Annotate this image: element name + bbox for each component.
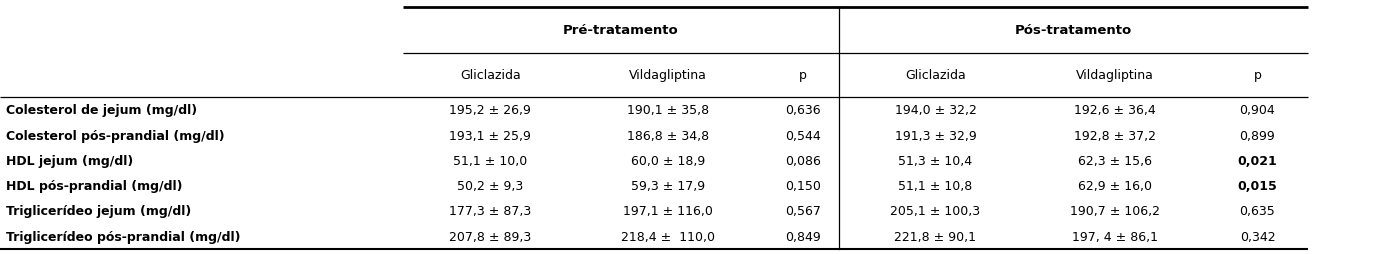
Text: 0,086: 0,086 <box>786 154 821 167</box>
Text: 0,567: 0,567 <box>786 205 821 218</box>
Text: 197,1 ± 116,0: 197,1 ± 116,0 <box>623 205 712 218</box>
Text: 192,8 ± 37,2: 192,8 ± 37,2 <box>1074 129 1156 142</box>
Text: Pré-tratamento: Pré-tratamento <box>563 24 679 37</box>
Text: 51,1 ± 10,0: 51,1 ± 10,0 <box>453 154 527 167</box>
Text: 0,904: 0,904 <box>1239 104 1276 117</box>
Text: Pós-tratamento: Pós-tratamento <box>1014 24 1132 37</box>
Text: Triglicerídeo pós-prandial (mg/dl): Triglicerídeo pós-prandial (mg/dl) <box>6 230 241 243</box>
Text: 177,3 ± 87,3: 177,3 ± 87,3 <box>449 205 531 218</box>
Text: 62,3 ± 15,6: 62,3 ± 15,6 <box>1078 154 1152 167</box>
Text: Vildagliptina: Vildagliptina <box>629 69 707 82</box>
Text: 0,899: 0,899 <box>1239 129 1276 142</box>
Text: 59,3 ± 17,9: 59,3 ± 17,9 <box>630 180 705 193</box>
Text: p: p <box>800 69 807 82</box>
Text: Gliclazida: Gliclazida <box>460 69 520 82</box>
Text: 0,021: 0,021 <box>1238 154 1277 167</box>
Text: 218,4 ±  110,0: 218,4 ± 110,0 <box>620 230 715 243</box>
Text: 207,8 ± 89,3: 207,8 ± 89,3 <box>449 230 531 243</box>
Text: HDL jejum (mg/dl): HDL jejum (mg/dl) <box>6 154 132 167</box>
Text: Colesterol pós-prandial (mg/dl): Colesterol pós-prandial (mg/dl) <box>6 129 224 142</box>
Text: Vildagliptina: Vildagliptina <box>1077 69 1153 82</box>
Text: HDL pós-prandial (mg/dl): HDL pós-prandial (mg/dl) <box>6 180 182 193</box>
Text: Colesterol de jejum (mg/dl): Colesterol de jejum (mg/dl) <box>6 104 196 117</box>
Text: 197, 4 ± 86,1: 197, 4 ± 86,1 <box>1072 230 1157 243</box>
Text: 0,150: 0,150 <box>786 180 821 193</box>
Text: 60,0 ± 18,9: 60,0 ± 18,9 <box>630 154 705 167</box>
Text: 0,849: 0,849 <box>786 230 821 243</box>
Text: 0,636: 0,636 <box>786 104 821 117</box>
Text: p: p <box>1253 69 1262 82</box>
Text: 193,1 ± 25,9: 193,1 ± 25,9 <box>449 129 531 142</box>
Text: 205,1 ± 100,3: 205,1 ± 100,3 <box>890 205 981 218</box>
Text: 195,2 ± 26,9: 195,2 ± 26,9 <box>449 104 531 117</box>
Text: 51,3 ± 10,4: 51,3 ± 10,4 <box>899 154 972 167</box>
Text: 62,9 ± 16,0: 62,9 ± 16,0 <box>1078 180 1152 193</box>
Text: 192,6 ± 36,4: 192,6 ± 36,4 <box>1074 104 1156 117</box>
Text: 194,0 ± 32,2: 194,0 ± 32,2 <box>894 104 976 117</box>
Text: 51,1 ± 10,8: 51,1 ± 10,8 <box>899 180 972 193</box>
Text: 221,8 ± 90,1: 221,8 ± 90,1 <box>894 230 976 243</box>
Text: 190,7 ± 106,2: 190,7 ± 106,2 <box>1070 205 1160 218</box>
Text: 50,2 ± 9,3: 50,2 ± 9,3 <box>458 180 523 193</box>
Text: Triglicerídeo jejum (mg/dl): Triglicerídeo jejum (mg/dl) <box>6 205 191 218</box>
Text: 190,1 ± 35,8: 190,1 ± 35,8 <box>626 104 709 117</box>
Text: Gliclazida: Gliclazida <box>906 69 965 82</box>
Text: 186,8 ± 34,8: 186,8 ± 34,8 <box>626 129 709 142</box>
Text: 0,635: 0,635 <box>1239 205 1276 218</box>
Text: 0,544: 0,544 <box>786 129 821 142</box>
Text: 0,342: 0,342 <box>1239 230 1276 243</box>
Text: 0,015: 0,015 <box>1238 180 1277 193</box>
Text: 191,3 ± 32,9: 191,3 ± 32,9 <box>894 129 976 142</box>
